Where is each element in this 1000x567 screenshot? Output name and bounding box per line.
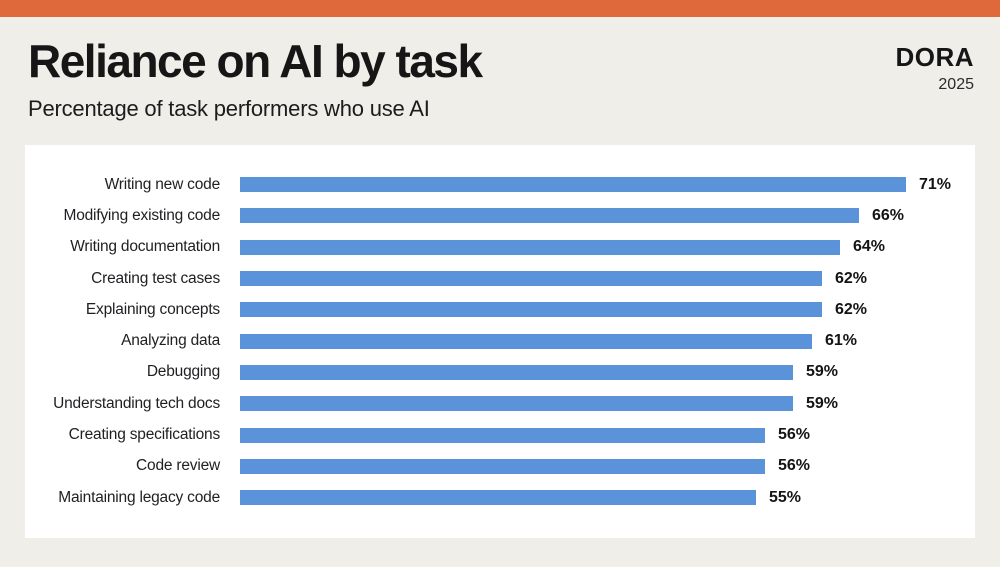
page-title: Reliance on AI by task: [28, 35, 483, 87]
category-label: Explaining concepts: [85, 300, 220, 318]
bar-track: 59%: [240, 363, 975, 381]
value-label: 59%: [806, 363, 839, 381]
chart-row: Debugging 59%: [25, 357, 975, 388]
bar-track: 64%: [240, 238, 975, 256]
bar: [240, 490, 756, 506]
value-label: 62%: [835, 269, 868, 287]
bar: [240, 271, 822, 287]
page-subtitle: Percentage of task performers who use AI: [28, 95, 430, 121]
bar: [240, 239, 840, 255]
chart-row: Writing new code 71%: [25, 169, 975, 200]
bar-track: 62%: [240, 270, 975, 288]
brand-year: 2025: [938, 76, 974, 93]
chart-row: Creating specifications 56%: [25, 419, 975, 450]
category-label: Creating specifications: [68, 426, 221, 444]
bar: [240, 333, 812, 349]
value-label: 66%: [872, 206, 905, 224]
chart-row: Understanding tech docs 59%: [25, 388, 975, 419]
bar: [240, 177, 906, 193]
value-label: 61%: [825, 332, 858, 350]
category-label: Debugging: [146, 363, 220, 381]
category-label: Modifying existing code: [63, 206, 220, 224]
category-label: Maintaining legacy code: [58, 488, 220, 506]
bar: [240, 364, 793, 380]
category-label: Writing documentation: [70, 238, 220, 256]
category-label: Code review: [136, 457, 220, 475]
value-label: 59%: [806, 394, 839, 412]
bar-track: 71%: [240, 176, 975, 194]
category-label: Writing new code: [104, 175, 221, 193]
bar: [240, 427, 765, 443]
chart-row: Writing documentation 64%: [25, 232, 975, 263]
chart-row: Modifying existing code 66%: [25, 200, 975, 231]
chart-row: Analyzing data 61%: [25, 325, 975, 356]
chart-row: Explaining concepts 62%: [25, 294, 975, 325]
bar-track: 61%: [240, 332, 975, 350]
bar-track: 66%: [240, 207, 975, 225]
category-label: Understanding tech docs: [53, 394, 220, 412]
chart-rows: Writing new code 71% Modifying existing co…: [25, 145, 975, 513]
chart-row: Creating test cases 62%: [25, 263, 975, 294]
value-label: 56%: [778, 457, 811, 475]
header: Reliance on AI by task Percentage of tas…: [28, 35, 483, 122]
bar-track: 59%: [240, 395, 975, 413]
bar-track: 56%: [240, 457, 975, 475]
bar: [240, 302, 822, 318]
bar: [240, 208, 859, 224]
value-label: 64%: [853, 238, 886, 256]
value-label: 71%: [919, 175, 952, 193]
category-label: Creating test cases: [91, 269, 220, 287]
brand-block: DORA 2025: [895, 42, 974, 94]
bar: [240, 396, 793, 412]
chart-row: Maintaining legacy code 55%: [25, 482, 975, 513]
value-label: 56%: [778, 426, 811, 444]
bar-track: 56%: [240, 426, 975, 444]
chart-panel: Writing new code 71% Modifying existing co…: [25, 145, 975, 538]
brand-logo: DORA: [895, 42, 974, 72]
value-label: 62%: [835, 300, 868, 318]
bar-track: 55%: [240, 489, 975, 507]
bar: [240, 458, 765, 474]
category-label: Analyzing data: [121, 332, 220, 350]
accent-top-bar: [0, 0, 1000, 17]
value-label: 55%: [769, 488, 802, 506]
bar-track: 62%: [240, 301, 975, 319]
chart-row: Code review 56%: [25, 451, 975, 482]
